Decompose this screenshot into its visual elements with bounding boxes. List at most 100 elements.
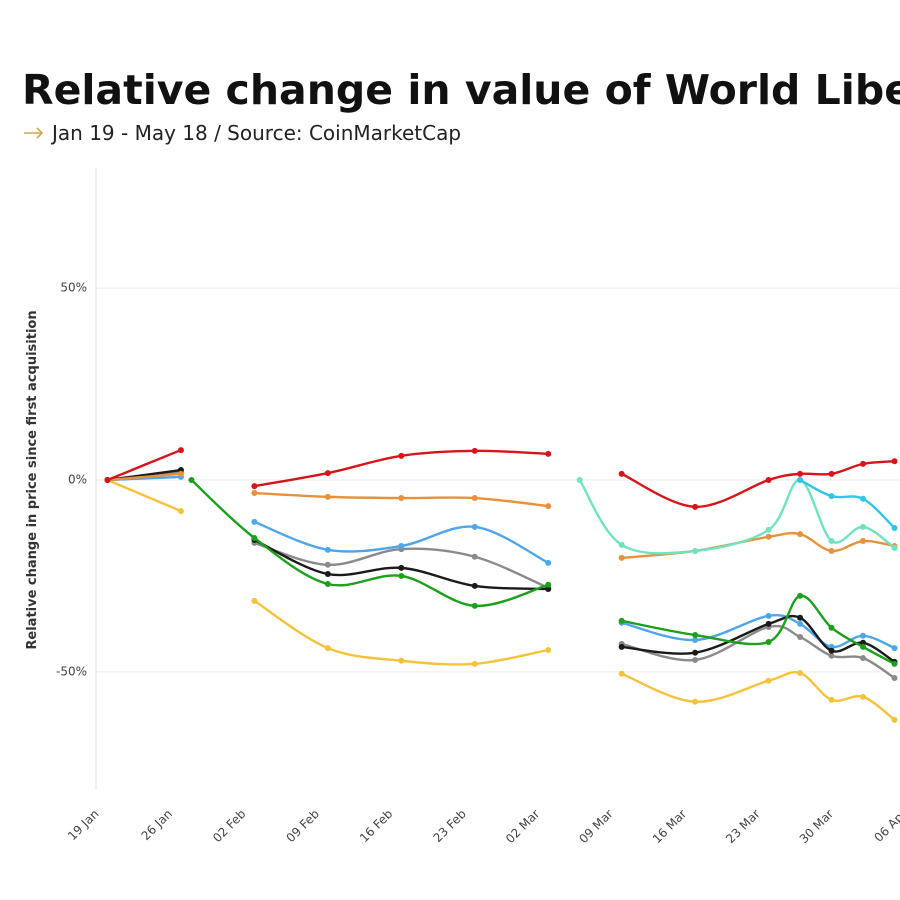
point (828, 547, 835, 554)
point (545, 585, 552, 592)
point (398, 495, 405, 502)
point (891, 524, 898, 531)
line (107, 472, 182, 482)
x-tick-label: 16 Feb (357, 807, 395, 845)
point (765, 526, 772, 533)
line (107, 448, 182, 482)
point (545, 559, 552, 566)
line (621, 671, 896, 721)
x-tick-label: 23 Mar (723, 807, 762, 846)
y-tick-label: 0% (68, 473, 87, 487)
point (324, 580, 331, 587)
point (471, 447, 478, 454)
point (324, 493, 331, 500)
point (891, 675, 898, 682)
point (188, 477, 195, 483)
series (104, 467, 898, 665)
point (860, 460, 867, 467)
line (578, 478, 896, 555)
point (797, 531, 804, 538)
point (545, 647, 552, 654)
point (797, 614, 804, 621)
point (765, 638, 772, 645)
point (860, 523, 867, 530)
line (621, 459, 895, 509)
point (398, 452, 405, 459)
series (104, 447, 898, 510)
point (471, 660, 478, 667)
point (828, 652, 835, 659)
x-tick-label: 02 Mar (503, 807, 542, 846)
point (860, 639, 867, 646)
series (797, 477, 898, 531)
point (471, 495, 478, 502)
point (891, 544, 898, 551)
point (765, 620, 772, 627)
point (618, 541, 625, 548)
line (799, 478, 896, 529)
point (324, 470, 331, 477)
point (471, 602, 478, 609)
point (765, 533, 772, 540)
point (471, 582, 478, 589)
point (251, 518, 258, 525)
point (828, 470, 835, 477)
x-tick-label: 26 Jan (139, 807, 175, 843)
point (471, 523, 478, 530)
point (398, 543, 405, 550)
point (797, 470, 804, 477)
point (324, 561, 331, 568)
point (797, 477, 804, 483)
point (545, 503, 552, 510)
point (860, 693, 867, 700)
point (618, 617, 625, 624)
point (471, 553, 478, 560)
y-axis-label: Relative change in price since first acq… (25, 310, 40, 649)
point (860, 643, 867, 650)
point (618, 554, 625, 561)
point (398, 657, 405, 664)
point (828, 624, 835, 631)
point (545, 450, 552, 457)
point (576, 477, 583, 483)
point (860, 538, 867, 545)
point (765, 612, 772, 619)
line (253, 599, 549, 666)
point (398, 572, 405, 579)
point (251, 490, 258, 497)
point (177, 447, 184, 454)
point (692, 656, 699, 663)
point (251, 483, 258, 490)
series (104, 477, 898, 723)
x-tick-label: 06 Apr (872, 807, 900, 845)
point (828, 647, 835, 654)
point (692, 649, 699, 656)
point (324, 546, 331, 553)
point (692, 503, 699, 510)
x-tick-label: 23 Feb (430, 807, 468, 845)
subtitle-arrow (24, 127, 44, 139)
point (251, 534, 258, 541)
point (104, 477, 111, 483)
series (104, 473, 898, 652)
series (104, 470, 898, 561)
point (545, 581, 552, 588)
point (251, 597, 258, 604)
point (860, 495, 867, 502)
x-tick-label: 19 Jan (65, 807, 101, 843)
point (618, 470, 625, 477)
point (891, 716, 898, 723)
chart-title: Relative change in value of World Libert… (22, 66, 900, 114)
point (324, 645, 331, 652)
x-tick-label: 09 Feb (284, 807, 322, 845)
series (188, 477, 898, 667)
series (576, 477, 898, 555)
x-tick-label: 16 Mar (650, 807, 689, 846)
point (797, 670, 804, 677)
point (797, 592, 804, 599)
x-tick-label: 02 Feb (210, 807, 248, 845)
point (618, 643, 625, 650)
x-tick-label: 09 Mar (576, 807, 615, 846)
